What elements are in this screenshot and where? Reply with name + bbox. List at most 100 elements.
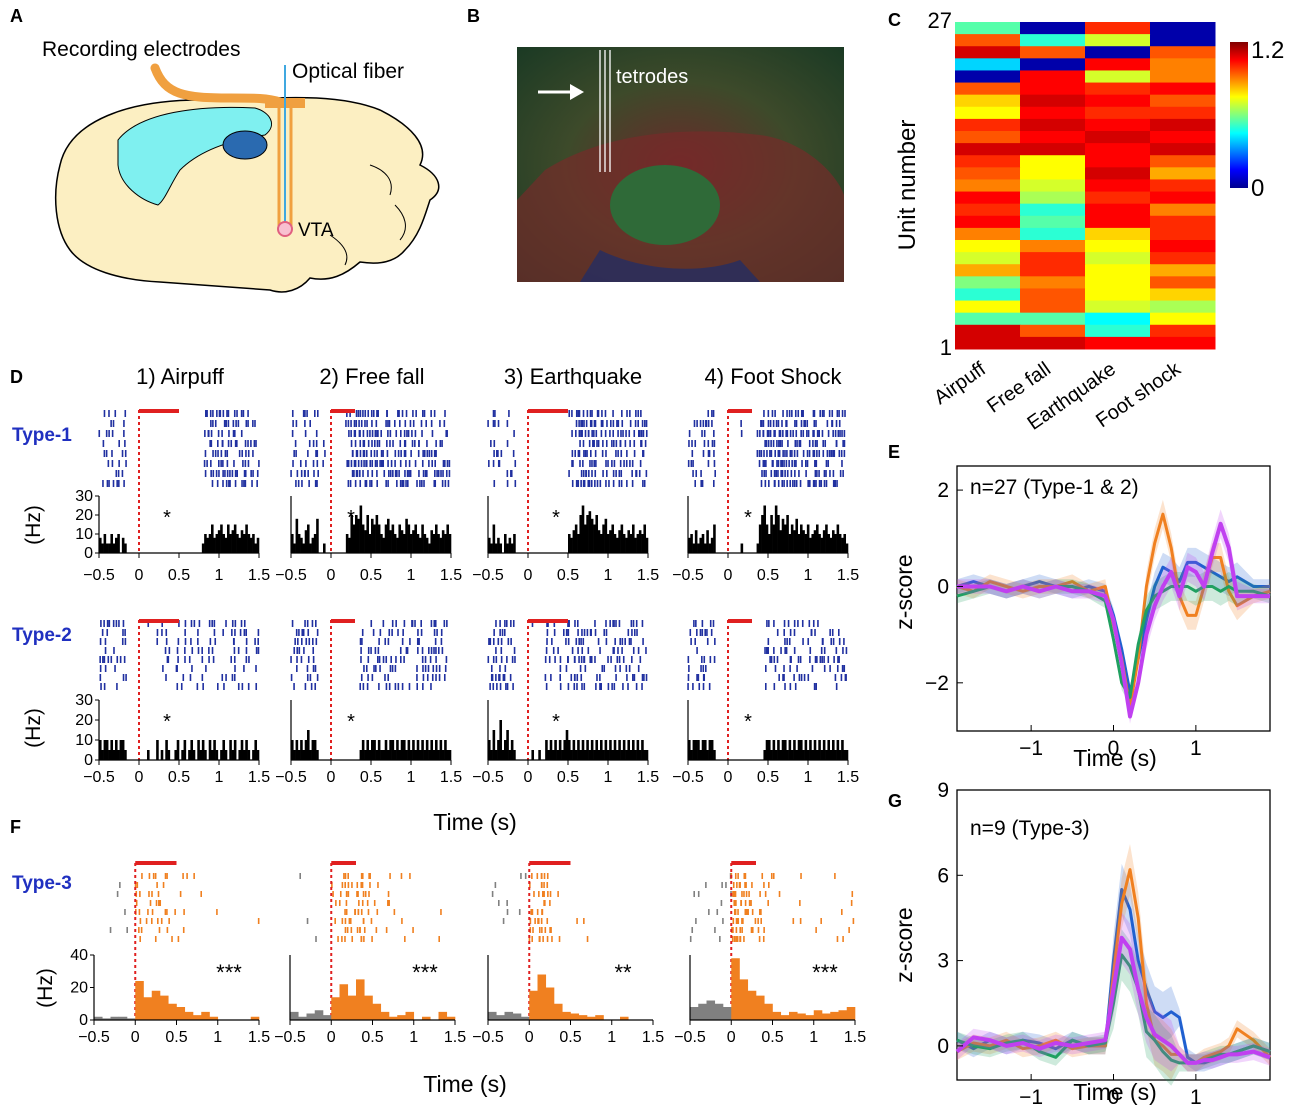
histogram-bar: [538, 750, 541, 760]
histogram-bar: [597, 750, 601, 760]
histogram-bar: [581, 505, 585, 553]
histogram-bar: [373, 524, 376, 553]
histogram-bar: [545, 987, 555, 1020]
histogram-bar: [110, 1016, 120, 1020]
histogram-bar: [780, 1015, 790, 1020]
histogram-bar: [488, 740, 491, 760]
histogram-bar: [124, 543, 127, 553]
histogram-bar: [220, 524, 223, 553]
histogram-bar: [421, 524, 424, 553]
histogram-bar: [830, 1011, 839, 1020]
histogram-bar: [393, 534, 397, 553]
histogram-bar: [816, 524, 819, 553]
histogram-bar: [167, 750, 171, 760]
histogram-bar: [421, 740, 424, 760]
histogram-bar: [638, 530, 642, 553]
histogram-bar: [604, 518, 608, 553]
histogram-bar: [229, 534, 232, 553]
histogram-bar: [811, 750, 815, 760]
histogram-bar: [604, 740, 608, 760]
histogram-bar: [108, 750, 111, 760]
histogram-bar: [838, 534, 842, 553]
histogram-bar: [425, 740, 429, 760]
x-tick-label: 1.5: [440, 769, 462, 786]
histogram-bar: [499, 543, 503, 553]
green-region: [610, 165, 720, 245]
heatmap-cell: [955, 227, 1021, 241]
histogram-bar: [795, 518, 799, 553]
panel-e-xlabel: Time (s): [1073, 745, 1156, 771]
heatmap-cell: [1085, 94, 1151, 108]
heatmap-cell: [1020, 131, 1086, 144]
histogram-bar: [818, 534, 821, 553]
histogram-bar: [314, 1010, 324, 1020]
histogram-bar: [311, 537, 315, 553]
histogram-bar: [409, 750, 413, 760]
histogram-bar: [545, 740, 548, 760]
heatmap-cell: [955, 167, 1021, 180]
histogram-bar: [368, 750, 372, 760]
histogram-bar: [846, 1007, 856, 1020]
histogram-bar: [797, 740, 801, 760]
colorbar-min-label: 0: [1251, 175, 1264, 202]
histogram-bar: [506, 543, 509, 553]
histogram-bar: [160, 995, 169, 1020]
x-tick-label: 1.5: [248, 769, 270, 786]
heatmap-cell: [1085, 300, 1151, 314]
histogram-bar: [304, 530, 308, 553]
histogram-bar: [298, 1016, 307, 1020]
histogram-bar: [419, 537, 422, 553]
tetrodes-label: tetrodes: [616, 66, 688, 88]
heatmap-cell: [1085, 22, 1151, 35]
histogram-bar: [147, 750, 150, 760]
heatmap-cell: [1020, 179, 1086, 193]
histogram-bar: [405, 1011, 415, 1020]
panel-b: B tetrodes: [467, 6, 844, 282]
histogram-bar: [407, 740, 411, 760]
histogram-bar: [802, 750, 805, 760]
x-tick-label: 0.5: [757, 769, 779, 786]
histogram-bar: [422, 1016, 431, 1020]
histogram-bar: [409, 534, 413, 553]
panel-e-annotation: n=27 (Type-1 & 2): [970, 476, 1139, 499]
histogram-bar: [488, 537, 491, 553]
histogram-bar: [788, 534, 792, 553]
histogram-bar: [690, 750, 693, 760]
heatmap-cell: [1020, 288, 1086, 302]
histogram-bar: [758, 524, 762, 553]
histogram-bar: [570, 537, 573, 553]
histogram-bar: [295, 740, 299, 760]
heatmap-cell: [1085, 324, 1151, 338]
histogram-bar: [102, 1018, 111, 1020]
histogram-bar: [779, 530, 783, 553]
histogram-bar: [611, 750, 615, 760]
histogram-bar: [380, 750, 383, 760]
histogram-bar: [708, 543, 712, 553]
condition-title: 2) Free fall: [319, 364, 424, 389]
histogram-bar: [554, 1003, 563, 1020]
histogram-bar: [309, 750, 312, 760]
histogram-bar: [364, 530, 367, 553]
y-tick-label: 0: [79, 1012, 88, 1029]
histogram-bar: [364, 750, 367, 760]
histogram-bar: [811, 534, 815, 553]
histogram-bar: [490, 750, 493, 760]
histogram-bar: [574, 524, 578, 553]
histogram-bar: [501, 750, 505, 760]
histogram-bar: [165, 740, 168, 760]
heatmap-cell: [955, 34, 1021, 47]
histogram-bar: [802, 530, 805, 553]
histogram-bar: [797, 1013, 806, 1020]
histogram-bar: [578, 1015, 588, 1020]
histogram-bar: [143, 997, 153, 1020]
histogram-bar: [497, 537, 500, 553]
histogram-bar: [508, 537, 512, 553]
histogram-bar: [115, 537, 118, 553]
histogram-bar: [156, 740, 159, 760]
histogram-bar: [437, 534, 440, 553]
histogram-bar: [777, 740, 780, 760]
histogram-bar: [307, 730, 310, 760]
x-tick-label: −0.5: [274, 1029, 306, 1046]
histogram-bar: [380, 1011, 390, 1020]
significance-stars: ***: [412, 960, 438, 985]
